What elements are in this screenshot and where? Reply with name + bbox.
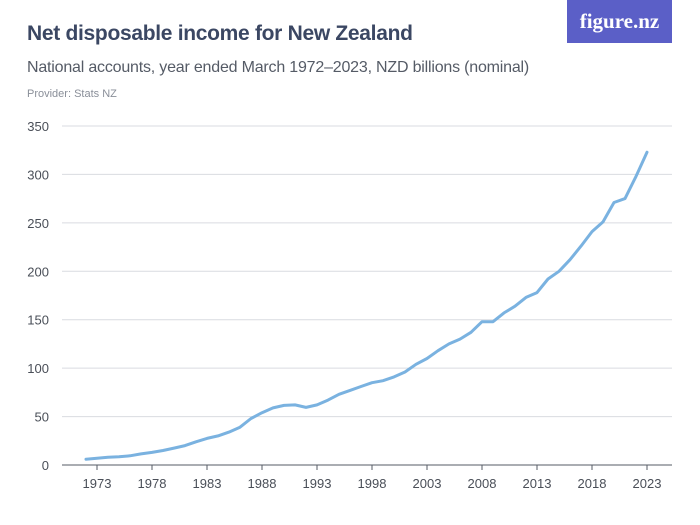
data-point[interactable]: [236, 423, 244, 431]
data-point[interactable]: [280, 401, 288, 409]
data-point[interactable]: [610, 199, 618, 207]
data-point[interactable]: [456, 335, 464, 343]
data-point[interactable]: [82, 455, 90, 463]
logo-text: figure.nz: [579, 9, 660, 33]
gridlines: [62, 125, 672, 466]
data-point[interactable]: [445, 340, 453, 348]
data-point[interactable]: [335, 390, 343, 398]
y-axis-ticks: 0 50 100 150 200 250 300 350: [27, 119, 49, 473]
y-tick-label: 300: [27, 167, 49, 182]
series-line: [84, 150, 649, 461]
data-point[interactable]: [566, 256, 574, 264]
x-tick-label: 2008: [468, 476, 497, 491]
data-point[interactable]: [478, 318, 486, 326]
data-point[interactable]: [181, 442, 189, 450]
y-tick-label: 200: [27, 264, 49, 279]
data-point[interactable]: [401, 368, 409, 376]
data-point[interactable]: [93, 454, 101, 462]
x-tick-label: 1983: [193, 476, 222, 491]
data-point[interactable]: [225, 428, 233, 436]
data-point[interactable]: [588, 228, 596, 236]
data-point[interactable]: [599, 218, 607, 226]
data-point[interactable]: [104, 453, 112, 461]
data-point[interactable]: [500, 309, 508, 317]
data-point[interactable]: [192, 438, 200, 446]
data-point[interactable]: [247, 415, 255, 423]
chart-subtitle: National accounts, year ended March 1972…: [27, 59, 530, 76]
data-point[interactable]: [137, 450, 145, 458]
data-point[interactable]: [148, 448, 156, 456]
data-point[interactable]: [423, 354, 431, 362]
x-tick-label: 1973: [83, 476, 112, 491]
data-point[interactable]: [159, 446, 167, 454]
series-layer: [82, 148, 651, 463]
data-point[interactable]: [621, 195, 629, 203]
x-tick-label: 2003: [413, 476, 442, 491]
data-point[interactable]: [357, 383, 365, 391]
data-point[interactable]: [467, 328, 475, 336]
data-point[interactable]: [379, 377, 387, 385]
data-point[interactable]: [489, 318, 497, 326]
chart-title: Net disposable income for New Zealand: [27, 22, 413, 45]
x-tick-label: 2013: [523, 476, 552, 491]
data-point[interactable]: [214, 432, 222, 440]
y-tick-label: 0: [42, 458, 49, 473]
data-provider: Provider: Stats NZ: [27, 88, 117, 100]
x-tick-label: 1978: [138, 476, 167, 491]
x-tick-label: 1998: [358, 476, 387, 491]
y-tick-label: 100: [27, 361, 49, 376]
data-point[interactable]: [258, 409, 266, 417]
data-point[interactable]: [632, 172, 640, 180]
data-point[interactable]: [412, 360, 420, 368]
data-point[interactable]: [302, 403, 310, 411]
y-tick-label: 250: [27, 216, 49, 231]
data-point[interactable]: [577, 242, 585, 250]
y-tick-label: 50: [35, 410, 49, 425]
data-point[interactable]: [313, 401, 321, 409]
data-point[interactable]: [203, 434, 211, 442]
y-tick-label: 350: [27, 119, 49, 134]
x-axis-ticks: 1973 1978 1983 1988 1993 1998 2003 2008 2013 2018…: [83, 465, 662, 491]
data-point[interactable]: [522, 293, 530, 301]
data-point[interactable]: [269, 404, 277, 412]
data-point[interactable]: [643, 148, 651, 156]
data-point[interactable]: [555, 267, 563, 275]
data-point[interactable]: [390, 373, 398, 381]
y-tick-label: 150: [27, 313, 49, 328]
data-point[interactable]: [115, 453, 123, 461]
data-point[interactable]: [368, 379, 376, 387]
figure-nz-logo[interactable]: figure.nz: [567, 0, 672, 43]
data-point[interactable]: [533, 289, 541, 297]
data-point[interactable]: [170, 444, 178, 452]
data-point[interactable]: [126, 452, 134, 460]
data-point[interactable]: [346, 386, 354, 394]
x-tick-label: 2018: [578, 476, 607, 491]
x-tick-label: 1993: [303, 476, 332, 491]
data-point[interactable]: [434, 347, 442, 355]
data-point[interactable]: [511, 302, 519, 310]
x-tick-label: 1988: [248, 476, 277, 491]
data-point[interactable]: [324, 396, 332, 404]
x-tick-label: 2023: [633, 476, 662, 491]
data-point[interactable]: [291, 401, 299, 409]
data-point[interactable]: [544, 275, 552, 283]
